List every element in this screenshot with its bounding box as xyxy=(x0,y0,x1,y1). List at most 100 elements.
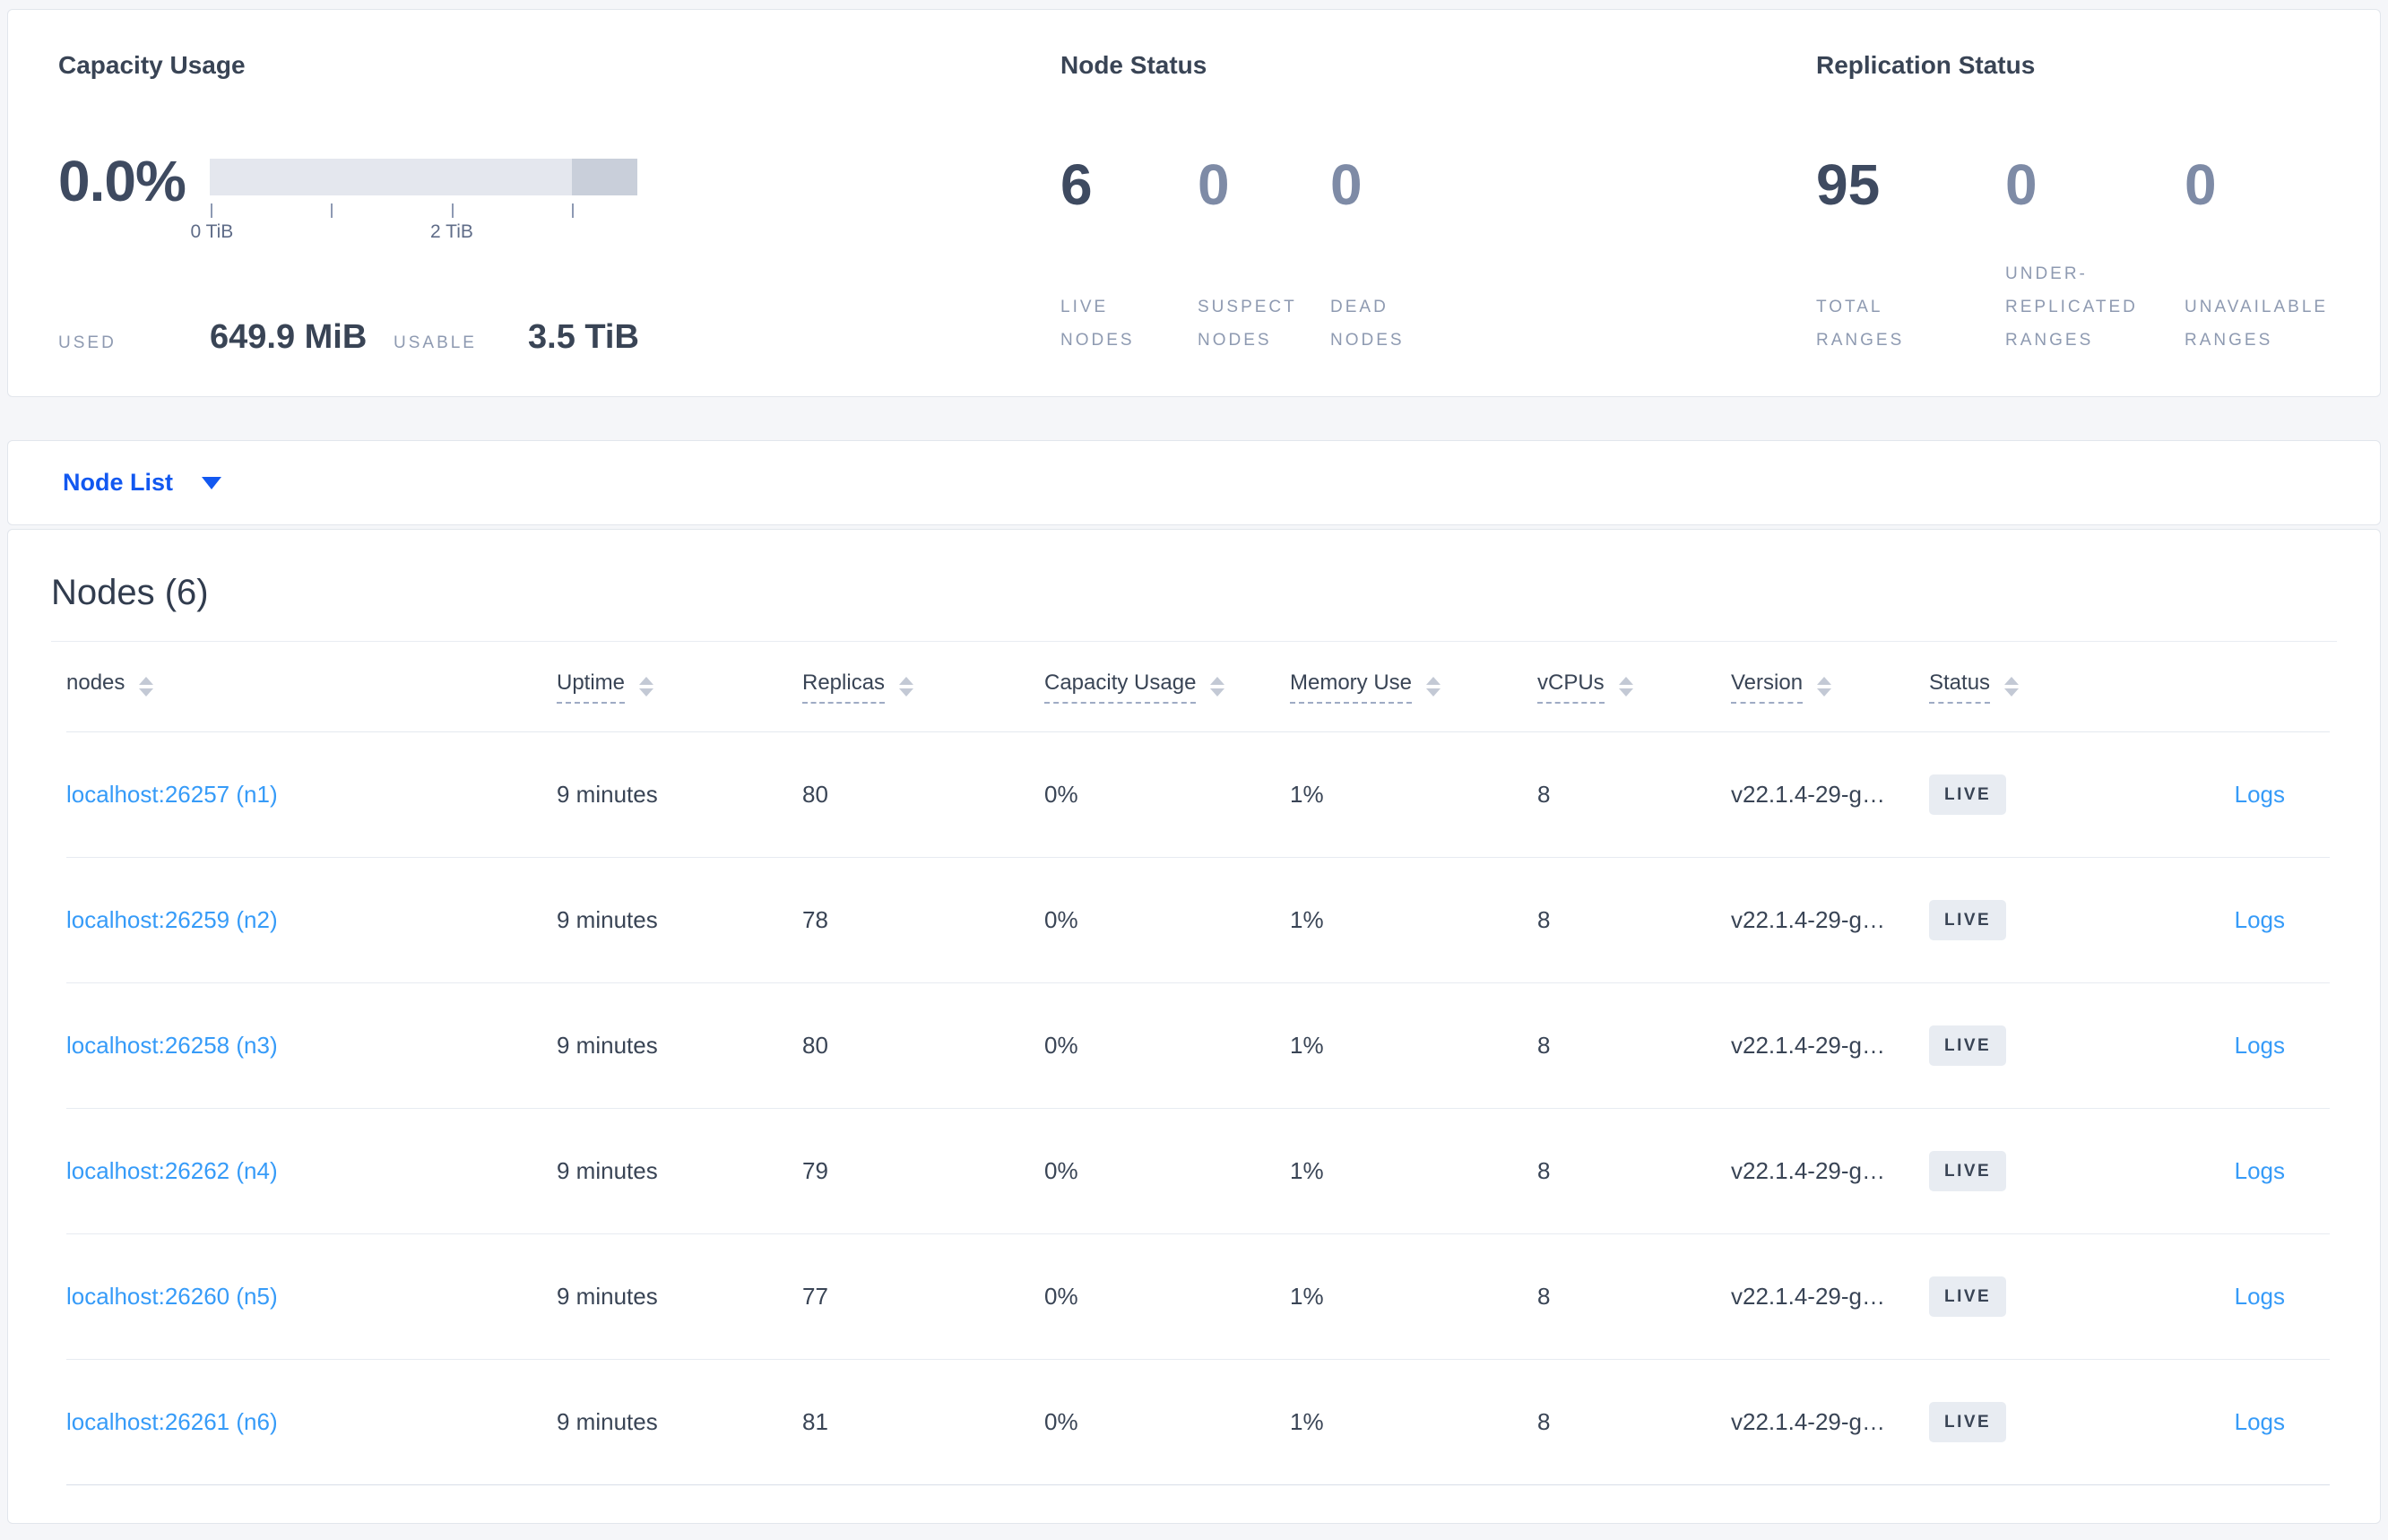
version-cell: v22.1.4-29-g… xyxy=(1731,1032,1885,1059)
sort-arrows-icon[interactable] xyxy=(139,677,154,696)
view-selector-label: Node List xyxy=(63,469,174,496)
replication-status-title: Replication Status xyxy=(1816,51,2036,79)
stat-value: 0 xyxy=(2185,152,2217,217)
logs-link[interactable]: Logs xyxy=(2234,1157,2285,1184)
logs-link[interactable]: Logs xyxy=(2234,1408,2285,1435)
sort-arrows-icon[interactable] xyxy=(1817,677,1832,696)
replicas-cell: 81 xyxy=(802,1408,828,1435)
memory-use-cell: 1% xyxy=(1290,1157,1324,1184)
column-header-capacity-usage[interactable]: Capacity Usage xyxy=(1044,671,1290,704)
capacity-bar: 0 TiB 2 TiB xyxy=(190,159,637,245)
table-row: localhost:26262 (n4) 9 minutes 79 0% 1% … xyxy=(66,1109,2330,1234)
sort-arrows-icon[interactable] xyxy=(639,677,654,696)
logs-link[interactable]: Logs xyxy=(2234,1283,2285,1310)
stat-label: UNAVAILABLE RANGES xyxy=(2185,298,2329,350)
capacity-usage-gauge: 0.0% 0 TiB 2 TiB xyxy=(58,152,1060,245)
version-cell: v22.1.4-29-g… xyxy=(1731,1283,1885,1310)
replicas-cell: 78 xyxy=(802,906,828,933)
table-row: localhost:26258 (n3) 9 minutes 80 0% 1% … xyxy=(66,983,2330,1109)
status-badge: LIVE xyxy=(1929,1025,2007,1066)
title-divider xyxy=(51,641,2337,642)
capacity-usage-cell: 0% xyxy=(1044,1032,1078,1059)
replicas-cell: 77 xyxy=(802,1283,828,1310)
memory-use-cell: 1% xyxy=(1290,1283,1324,1310)
nodes-table-title: Nodes (6) xyxy=(51,573,209,612)
capacity-usage-cell: 0% xyxy=(1044,906,1078,933)
table-row: localhost:26257 (n1) 9 minutes 80 0% 1% … xyxy=(66,732,2330,858)
unavailable-ranges-stat: 0 UNAVAILABLE RANGES xyxy=(2185,152,2344,357)
logs-link[interactable]: Logs xyxy=(2234,906,2285,933)
status-badge: LIVE xyxy=(1929,1151,2007,1191)
vcpus-cell: 8 xyxy=(1537,906,1551,933)
stat-label: SUSPECT NODES xyxy=(1198,298,1297,350)
column-header-status[interactable]: Status xyxy=(1929,671,2153,704)
node-link[interactable]: localhost:26259 (n2) xyxy=(66,906,278,933)
version-cell: v22.1.4-29-g… xyxy=(1731,1408,1885,1435)
node-status-stats: 6 LIVE NODES 0 SUSPECT NODES 0 DEAD NODE… xyxy=(1060,152,1816,357)
used-value: 649.9 MiB xyxy=(210,318,368,356)
capacity-bar-highlight xyxy=(572,159,637,195)
axis-tick xyxy=(451,203,454,218)
stat-value: 0 xyxy=(2005,152,2038,217)
version-cell: v22.1.4-29-g… xyxy=(1731,906,1885,933)
live-nodes-stat: 6 LIVE NODES xyxy=(1060,156,1198,357)
node-link[interactable]: localhost:26257 (n1) xyxy=(66,781,278,808)
node-link[interactable]: localhost:26258 (n3) xyxy=(66,1032,278,1059)
view-selector-dropdown[interactable]: Node List xyxy=(63,469,222,497)
sort-arrows-icon[interactable] xyxy=(1618,677,1633,696)
usable-value: 3.5 TiB xyxy=(528,318,639,356)
sort-arrows-icon[interactable] xyxy=(1210,677,1225,696)
vcpus-cell: 8 xyxy=(1537,1408,1551,1435)
cluster-overview-page: Capacity Usage 0.0% 0 TiB 2 TiB xyxy=(0,9,2388,1524)
suspect-nodes-stat: 0 SUSPECT NODES xyxy=(1198,156,1330,357)
memory-use-cell: 1% xyxy=(1290,906,1324,933)
capacity-usage-cell: 0% xyxy=(1044,1408,1078,1435)
total-ranges-stat: 95 TOTAL RANGES xyxy=(1816,152,2005,357)
capacity-usage-details: USED 649.9 MiB USABLE 3.5 TiB xyxy=(58,318,1060,357)
replicas-cell: 80 xyxy=(802,781,828,808)
stat-value: 0 xyxy=(1330,152,1363,217)
memory-use-cell: 1% xyxy=(1290,1408,1324,1435)
logs-link[interactable]: Logs xyxy=(2234,781,2285,808)
uptime-cell: 9 minutes xyxy=(557,1408,658,1435)
status-badge: LIVE xyxy=(1929,1402,2007,1442)
replication-status-stats: 95 TOTAL RANGES 0 UNDER-REPLICATED RANGE… xyxy=(1816,152,2344,357)
replicas-cell: 80 xyxy=(802,1032,828,1059)
capacity-bar-axis-labels: 0 TiB 2 TiB xyxy=(190,221,637,245)
memory-use-cell: 1% xyxy=(1290,781,1324,808)
table-row: localhost:26259 (n2) 9 minutes 78 0% 1% … xyxy=(66,858,2330,983)
sort-arrows-icon[interactable] xyxy=(1426,677,1441,696)
vcpus-cell: 8 xyxy=(1537,1157,1551,1184)
sort-arrows-icon[interactable] xyxy=(899,677,914,696)
logs-link[interactable]: Logs xyxy=(2234,1032,2285,1059)
column-header-vcpus[interactable]: vCPUs xyxy=(1537,671,1731,704)
node-link[interactable]: localhost:26262 (n4) xyxy=(66,1157,278,1184)
stat-value: 95 xyxy=(1816,152,1881,217)
node-link[interactable]: localhost:26260 (n5) xyxy=(66,1283,278,1310)
column-header-replicas[interactable]: Replicas xyxy=(802,671,1044,704)
table-row: localhost:26260 (n5) 9 minutes 77 0% 1% … xyxy=(66,1234,2330,1360)
column-header-version[interactable]: Version xyxy=(1731,671,1929,704)
capacity-usage-cell: 0% xyxy=(1044,1283,1078,1310)
capacity-usage-cell: 0% xyxy=(1044,781,1078,808)
uptime-cell: 9 minutes xyxy=(557,1283,658,1310)
sort-arrows-icon[interactable] xyxy=(2004,677,2020,696)
nodes-table-card: Nodes (6) nodes Uptime Replicas Capacity… xyxy=(7,529,2381,1524)
stat-label: LIVE NODES xyxy=(1060,298,1135,350)
column-header-uptime[interactable]: Uptime xyxy=(557,671,802,704)
column-header-memory-use[interactable]: Memory Use xyxy=(1290,671,1537,704)
used-label: USED xyxy=(58,333,117,352)
node-link[interactable]: localhost:26261 (n6) xyxy=(66,1408,278,1435)
caret-down-icon xyxy=(202,476,222,489)
memory-use-cell: 1% xyxy=(1290,1032,1324,1059)
uptime-cell: 9 minutes xyxy=(557,1157,658,1184)
vcpus-cell: 8 xyxy=(1537,1283,1551,1310)
uptime-cell: 9 minutes xyxy=(557,906,658,933)
capacity-usage-title: Capacity Usage xyxy=(58,51,246,79)
version-cell: v22.1.4-29-g… xyxy=(1731,781,1885,808)
nodes-table: nodes Uptime Replicas Capacity Usage Mem… xyxy=(66,642,2330,1485)
column-header-nodes[interactable]: nodes xyxy=(66,671,557,704)
axis-tick-label: 0 TiB xyxy=(190,221,234,242)
usable-label: USABLE xyxy=(394,333,477,352)
version-cell: v22.1.4-29-g… xyxy=(1731,1157,1885,1184)
